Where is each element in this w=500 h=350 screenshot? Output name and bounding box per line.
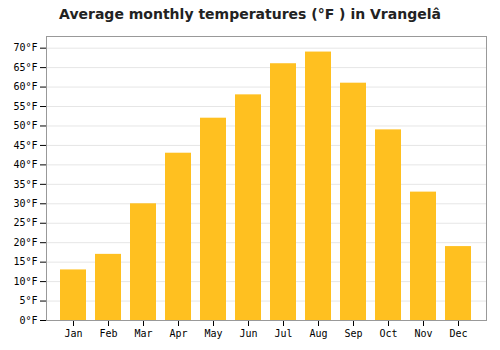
svg-text:Dec: Dec bbox=[449, 328, 467, 339]
svg-text:Oct: Oct bbox=[379, 328, 397, 339]
svg-text:Jan: Jan bbox=[64, 328, 82, 339]
svg-text:Aug: Aug bbox=[309, 328, 327, 339]
svg-text:60°F: 60°F bbox=[13, 81, 37, 92]
svg-text:30°F: 30°F bbox=[13, 198, 37, 209]
svg-text:Mar: Mar bbox=[134, 328, 152, 339]
svg-text:55°F: 55°F bbox=[13, 101, 37, 112]
svg-text:Feb: Feb bbox=[99, 328, 117, 339]
svg-text:40°F: 40°F bbox=[13, 159, 37, 170]
svg-text:10°F: 10°F bbox=[13, 276, 37, 287]
svg-text:50°F: 50°F bbox=[13, 120, 37, 131]
svg-text:20°F: 20°F bbox=[13, 237, 37, 248]
svg-text:Jun: Jun bbox=[239, 328, 257, 339]
svg-text:45°F: 45°F bbox=[13, 140, 37, 151]
svg-text:15°F: 15°F bbox=[13, 256, 37, 267]
svg-text:Sep: Sep bbox=[344, 328, 362, 339]
html-text:Average monthly temperatures (: Average monthly temperatures (°F ) in Vr… bbox=[59, 6, 441, 22]
svg-text:Nov: Nov bbox=[414, 328, 432, 339]
svg-text:May: May bbox=[204, 328, 222, 339]
svg-text:25°F: 25°F bbox=[13, 217, 37, 228]
svg-text:70°F: 70°F bbox=[13, 42, 37, 53]
svg-text:5°F: 5°F bbox=[19, 295, 37, 306]
svg-text:Jul: Jul bbox=[274, 328, 292, 339]
svg-text:Apr: Apr bbox=[169, 328, 187, 339]
svg-text:35°F: 35°F bbox=[13, 179, 37, 190]
svg-text:65°F: 65°F bbox=[13, 62, 37, 73]
svg-text:0°F: 0°F bbox=[19, 315, 37, 326]
